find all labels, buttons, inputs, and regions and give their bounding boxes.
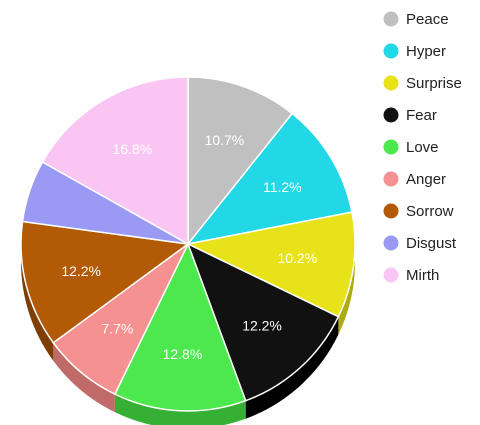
legend-swatch-fear: [383, 107, 399, 123]
pie-labels: 10.7% 11.2% 10.2% 12.2% 12.8% 7.7% 12.2% 16.8%: [61, 132, 317, 362]
pie-label-anger: 7.7%: [101, 321, 133, 337]
legend-label-disgust: Disgust: [406, 235, 457, 252]
legend-label-anger: Anger: [406, 171, 446, 188]
legend-swatch-love: [383, 139, 399, 155]
legend-swatch-disgust: [383, 235, 399, 251]
pie-side-fear: [245, 316, 339, 419]
pie-label-peace: 10.7%: [205, 132, 245, 148]
legend-swatch-surprise: [383, 75, 399, 91]
legend-label-hyper: Hyper: [406, 43, 446, 60]
pie-slice-peace: [187, 76, 294, 247]
legend-swatch-mirth: [383, 267, 399, 283]
pie-slice-mirth: [41, 76, 189, 246]
legend-swatch-sorrow: [383, 203, 399, 219]
pie-label-fear: 12.2%: [242, 318, 282, 334]
legend-swatch-anger: [383, 171, 399, 187]
legend-label-love: Love: [406, 139, 439, 156]
pie-slice-sorrow: [20, 220, 190, 344]
pie-side-love: [114, 394, 246, 425]
pie-side-surprise: [338, 244, 355, 335]
pie-label-surprise: 10.2%: [277, 250, 317, 266]
pie-side-anger: [53, 342, 115, 413]
legend-label-mirth: Mirth: [406, 267, 439, 284]
legend-swatch-peace: [383, 11, 399, 27]
legend-label-fear: Fear: [406, 107, 437, 124]
pie-slice-surprise: [185, 211, 356, 318]
pie-slice-fear: [186, 242, 340, 402]
pie-slice-hyper: [186, 112, 353, 246]
pie-label-sorrow: 12.2%: [61, 263, 101, 279]
legend: Peace Hyper Surprise Fear Love Anger Sorrow Dis…: [383, 11, 462, 284]
legend-label-sorrow: Sorrow: [406, 203, 454, 220]
pie-slice-love: [113, 242, 247, 412]
legend-label-surprise: Surprise: [406, 75, 462, 92]
pie-slices: [20, 76, 356, 412]
pie-label-mirth: 16.8%: [113, 141, 153, 157]
pie-label-hyper: 11.2%: [263, 179, 302, 195]
legend-swatch-hyper: [383, 43, 399, 59]
pie-label-love: 12.8%: [163, 346, 203, 362]
legend-label-peace: Peace: [406, 11, 449, 28]
